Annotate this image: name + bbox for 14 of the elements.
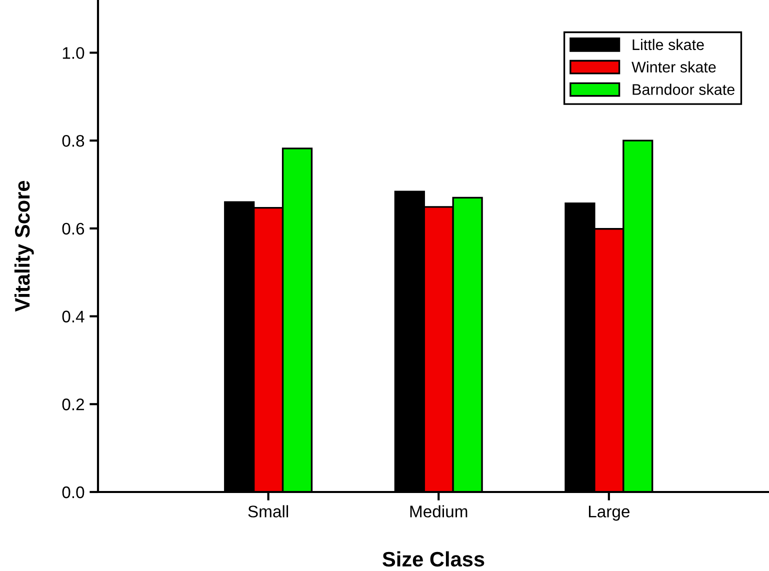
y-tick-label: 1.0 [62, 47, 84, 59]
legend-label: Winter skate [632, 61, 716, 73]
y-tick-label: 0.6 [62, 222, 84, 235]
y-tick-label: 0.8 [62, 134, 84, 147]
y-tick-label: 0.0 [62, 486, 84, 498]
x-axis-title: Size Class [382, 551, 484, 567]
x-tick-label: Large [588, 506, 630, 521]
y-tick-label: 0.2 [62, 398, 84, 410]
x-tick-label: Medium [410, 505, 468, 518]
y-tick-label: 0.4 [62, 310, 84, 322]
legend-label: Barndoor skate [632, 84, 734, 95]
legend-label: Little skate [632, 38, 704, 50]
y-axis-title: Vitality Score [14, 180, 34, 312]
x-tick-label: Small [248, 505, 288, 518]
